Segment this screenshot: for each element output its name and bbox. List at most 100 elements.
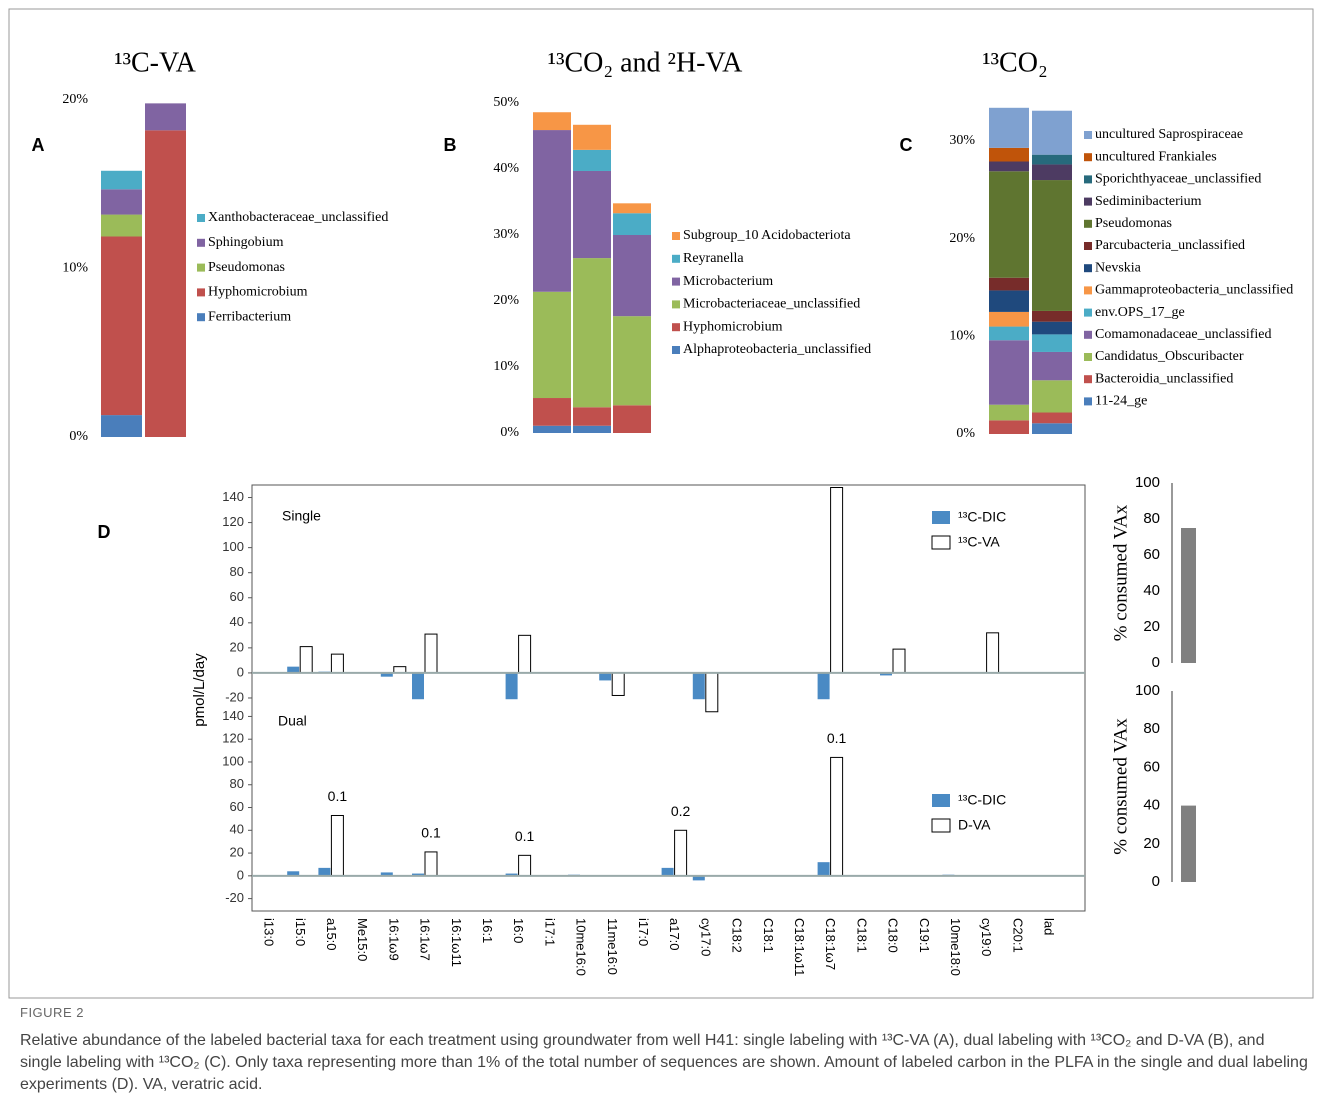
x-tick-label: 16:0	[511, 918, 526, 943]
y-tick-label: 30%	[493, 227, 519, 242]
legend-swatch	[932, 511, 950, 524]
legend-swatch	[1084, 219, 1092, 228]
chart-title: ¹³CO₂ and ²H-VA	[548, 47, 743, 78]
y-tick-label: 30%	[949, 133, 975, 148]
x-tick-label: 11me16:0	[605, 918, 620, 975]
y-tick-label: 80	[1143, 720, 1160, 737]
legend-swatch	[672, 346, 680, 354]
y-tick-label: 80	[230, 564, 244, 579]
bar	[986, 632, 1000, 674]
bar-segment	[1032, 412, 1072, 424]
bar	[505, 672, 518, 700]
x-tick-label: cy19:0	[979, 918, 994, 956]
y-tick-label: 60	[1143, 758, 1160, 775]
bar	[830, 756, 844, 877]
y-tick-label: 10%	[493, 359, 519, 374]
x-tick-label: 16:1ω9	[386, 918, 401, 961]
legend-label: Pseudomonas	[1095, 216, 1172, 231]
y-tick-label: 0%	[956, 426, 975, 441]
x-tick-label: i17:0	[636, 918, 651, 946]
bar	[299, 646, 313, 674]
bar-segment	[533, 130, 571, 292]
legend-swatch	[1084, 375, 1092, 384]
x-tick-label: 16:1ω11	[449, 918, 464, 967]
bar-segment	[989, 404, 1029, 421]
y-tick-label: 100	[1135, 682, 1160, 699]
y-tick-label: 20	[1143, 618, 1160, 635]
bar	[692, 672, 705, 700]
x-tick-label: C19:1	[917, 918, 932, 953]
legend-label: ¹³C-DIC	[958, 509, 1006, 525]
bar	[661, 867, 674, 876]
bar-segment	[573, 407, 611, 426]
bar	[424, 851, 438, 877]
legend-swatch	[1084, 308, 1092, 317]
panel-label: B	[444, 135, 457, 155]
legend-label: Alphaproteobacteria_unclassified	[683, 342, 871, 357]
bar	[318, 867, 331, 876]
legend-label: Xanthobacteraceae_unclassified	[208, 210, 388, 225]
y-tick-label: 40	[1143, 582, 1160, 599]
legend-label: Comamonadaceae_unclassified	[1095, 327, 1271, 342]
bar	[611, 672, 625, 696]
bar-segment	[1032, 180, 1072, 311]
bar-segment	[573, 170, 611, 259]
legend-label: Gammaproteobacteria_unclassified	[1095, 283, 1293, 298]
bar	[287, 666, 300, 673]
legend-label: 11-24_ge	[1095, 394, 1147, 409]
y-tick-label: 40	[1143, 797, 1160, 814]
bar-segment	[1032, 423, 1072, 434]
legend-swatch	[197, 288, 205, 297]
x-tick-label: C20:1	[1010, 918, 1025, 953]
legend-swatch	[672, 300, 680, 309]
y-tick-label: 40	[230, 822, 244, 837]
y-axis-label: % consumed VAx	[1110, 718, 1131, 855]
legend-swatch	[1084, 286, 1092, 295]
bar-segment	[1032, 164, 1072, 181]
figure-label: FIGURE 2	[20, 1005, 84, 1020]
legend-swatch	[931, 818, 951, 833]
bar	[705, 672, 719, 713]
legend-swatch	[1084, 264, 1092, 273]
y-tick-label: 0%	[500, 425, 519, 440]
legend-swatch	[672, 277, 680, 286]
bar	[830, 487, 844, 674]
bar	[505, 873, 518, 876]
x-tick-label: 16:1ω7	[418, 918, 433, 961]
y-tick-label: 140	[222, 489, 244, 504]
bar-segment	[1032, 334, 1072, 352]
bar-segment	[1032, 110, 1072, 155]
panel-label: D	[98, 522, 111, 542]
legend-swatch	[1084, 242, 1092, 250]
bar-segment	[533, 398, 571, 426]
bar-segment	[989, 311, 1029, 327]
bar-segment	[101, 189, 142, 215]
bar-segment	[533, 112, 571, 131]
x-tick-label: i15:0	[293, 918, 308, 946]
y-tick-label: 20	[230, 845, 244, 860]
y-tick-label: 20%	[62, 92, 88, 107]
x-tick-label: C18:0	[886, 918, 901, 953]
y-tick-label: 60	[1143, 546, 1160, 563]
x-tick-label: C18:1	[854, 918, 869, 953]
bar-segment	[1032, 310, 1072, 322]
legend-label: env.OPS_17_ge	[1095, 305, 1185, 320]
legend-label: Sporichthyaceae_unclassified	[1095, 172, 1261, 187]
y-tick-label: -20	[225, 890, 244, 905]
bar	[287, 871, 300, 876]
bar-annotation: 0.1	[827, 730, 847, 746]
bar	[518, 634, 532, 674]
y-tick-label: -20	[225, 689, 244, 704]
y-tick-label: 60	[230, 799, 244, 814]
x-tick-label: 10me16:0	[574, 918, 589, 976]
legend-swatch	[1084, 197, 1092, 206]
y-tick-label: 40	[230, 614, 244, 629]
figure-frame	[8, 8, 1314, 999]
y-tick-label: 0	[237, 867, 244, 882]
x-tick-label: i13:0	[262, 918, 277, 946]
y-tick-label: 20%	[949, 231, 975, 246]
legend-swatch	[1084, 153, 1092, 162]
bar-segment	[989, 340, 1029, 405]
bar-segment	[989, 290, 1029, 312]
